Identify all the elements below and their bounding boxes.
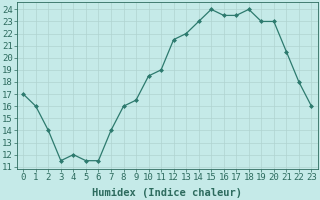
X-axis label: Humidex (Indice chaleur): Humidex (Indice chaleur) — [92, 188, 242, 198]
